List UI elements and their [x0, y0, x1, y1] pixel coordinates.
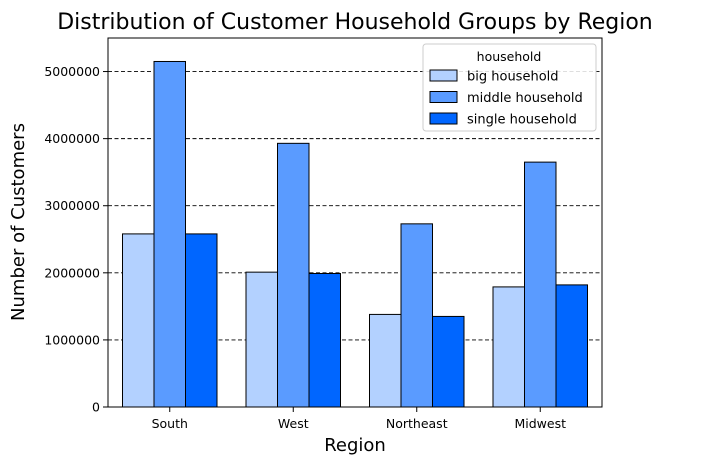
x-tick-label: West [278, 416, 309, 431]
chart-title: Distribution of Customer Household Group… [57, 10, 653, 35]
x-axis-ticks: South West Northeast Midwest [152, 407, 566, 431]
x-tick-label: Northeast [386, 416, 448, 431]
x-axis-label: Region [324, 435, 386, 456]
y-tick-label: 5000000 [44, 64, 100, 79]
y-tick-label: 2000000 [44, 265, 100, 280]
bar-west-big-household [245, 271, 278, 408]
y-tick-label: 0 [92, 400, 100, 415]
x-tick-label: Midwest [514, 416, 566, 431]
legend-items: big household middle household single hous… [429, 69, 583, 128]
bar-south-middle-household [153, 60, 186, 408]
legend-title: household [477, 49, 542, 64]
bar-west-single-household [308, 272, 341, 408]
legend-box [422, 43, 597, 132]
legend-swatch [429, 91, 458, 103]
x-tick-label: South [152, 416, 188, 431]
bar-midwest-single-household [555, 284, 588, 408]
y-tick-label: 3000000 [44, 198, 100, 213]
y-axis-ticks: 0 1000000 2000000 3000000 4000000 5000000 [44, 64, 108, 415]
legend-swatch [429, 69, 458, 82]
bar-northeast-middle-household [400, 223, 433, 408]
legend-swatch [429, 112, 458, 125]
bar-northeast-big-household [369, 313, 402, 408]
bar-west-middle-household [277, 142, 310, 408]
legend-entry-label: middle household [467, 91, 583, 106]
bar-northeast-single-household [432, 315, 465, 408]
y-tick-label: 1000000 [44, 332, 100, 347]
bar-midwest-middle-household [524, 161, 557, 408]
bars [122, 60, 588, 408]
bar-midwest-big-household [492, 286, 525, 408]
y-axis-label: Number of Customers [8, 123, 29, 321]
bar-south-big-household [122, 233, 155, 408]
legend-entry-label: big household [467, 70, 559, 85]
legend-entry-label: single household [467, 113, 577, 128]
legend: household big household middle household s… [422, 43, 597, 132]
plot-frame [107, 37, 603, 408]
bar-south-single-household [185, 233, 218, 408]
y-tick-label: 4000000 [44, 131, 100, 146]
